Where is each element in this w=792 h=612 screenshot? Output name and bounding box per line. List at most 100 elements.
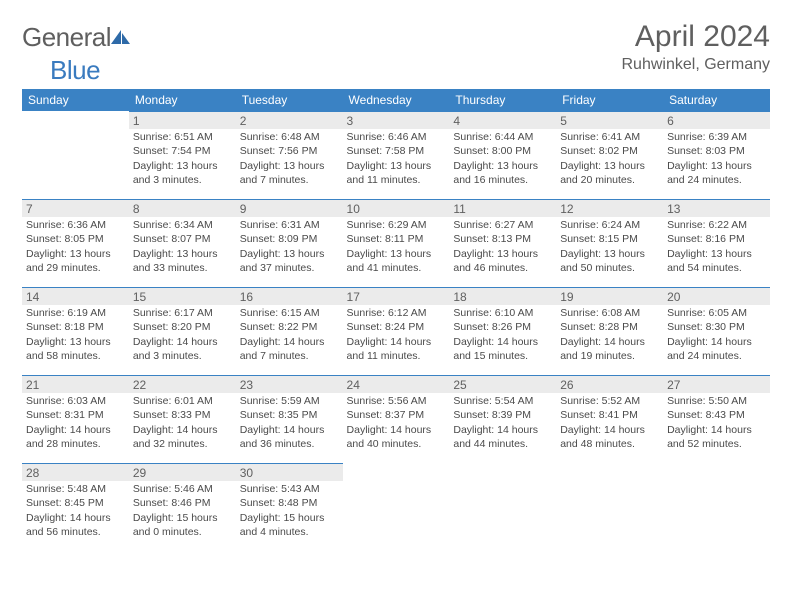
calendar-day-cell: 28Sunrise: 5:48 AMSunset: 8:45 PMDayligh… xyxy=(22,463,129,551)
day-details: Sunrise: 5:52 AMSunset: 8:41 PMDaylight:… xyxy=(556,393,663,451)
daylight-line-2: and 3 minutes. xyxy=(133,173,232,187)
daylight-line-1: Daylight: 14 hours xyxy=(240,423,339,437)
daylight-line-2: and 28 minutes. xyxy=(26,437,125,451)
daylight-line-2: and 20 minutes. xyxy=(560,173,659,187)
day-number: 13 xyxy=(663,199,770,217)
daylight-line-1: Daylight: 14 hours xyxy=(667,423,766,437)
daylight-line-1: Daylight: 15 hours xyxy=(240,511,339,525)
daylight-line-2: and 7 minutes. xyxy=(240,349,339,363)
daylight-line-1: Daylight: 13 hours xyxy=(560,159,659,173)
sunrise-line: Sunrise: 6:15 AM xyxy=(240,306,339,320)
day-number: 30 xyxy=(236,463,343,481)
calendar-day-cell: 20Sunrise: 6:05 AMSunset: 8:30 PMDayligh… xyxy=(663,287,770,375)
sunrise-line: Sunrise: 6:03 AM xyxy=(26,394,125,408)
sunrise-line: Sunrise: 6:17 AM xyxy=(133,306,232,320)
daylight-line-1: Daylight: 13 hours xyxy=(26,335,125,349)
calendar-week-row: 14Sunrise: 6:19 AMSunset: 8:18 PMDayligh… xyxy=(22,287,770,375)
sunrise-line: Sunrise: 6:36 AM xyxy=(26,218,125,232)
calendar-day-cell xyxy=(22,111,129,199)
sunset-line: Sunset: 8:43 PM xyxy=(667,408,766,422)
day-number: 2 xyxy=(236,111,343,129)
day-details: Sunrise: 6:36 AMSunset: 8:05 PMDaylight:… xyxy=(22,217,129,275)
header: GeneralBlue April 2024 Ruhwinkel, German… xyxy=(22,20,770,81)
daylight-line-1: Daylight: 14 hours xyxy=(133,335,232,349)
sunset-line: Sunset: 8:45 PM xyxy=(26,496,125,510)
day-details: Sunrise: 6:10 AMSunset: 8:26 PMDaylight:… xyxy=(449,305,556,363)
day-number: 23 xyxy=(236,375,343,393)
daylight-line-1: Daylight: 14 hours xyxy=(347,423,446,437)
calendar-day-cell: 25Sunrise: 5:54 AMSunset: 8:39 PMDayligh… xyxy=(449,375,556,463)
daylight-line-1: Daylight: 14 hours xyxy=(133,423,232,437)
daylight-line-1: Daylight: 13 hours xyxy=(240,247,339,261)
calendar-day-cell: 1Sunrise: 6:51 AMSunset: 7:54 PMDaylight… xyxy=(129,111,236,199)
daylight-line-1: Daylight: 15 hours xyxy=(133,511,232,525)
location: Ruhwinkel, Germany xyxy=(622,56,771,74)
calendar-day-cell: 14Sunrise: 6:19 AMSunset: 8:18 PMDayligh… xyxy=(22,287,129,375)
sunset-line: Sunset: 8:35 PM xyxy=(240,408,339,422)
sunrise-line: Sunrise: 6:44 AM xyxy=(453,130,552,144)
sunset-line: Sunset: 8:16 PM xyxy=(667,232,766,246)
sunset-line: Sunset: 7:58 PM xyxy=(347,144,446,158)
sunrise-line: Sunrise: 6:46 AM xyxy=(347,130,446,144)
sunrise-line: Sunrise: 6:19 AM xyxy=(26,306,125,320)
daylight-line-1: Daylight: 13 hours xyxy=(667,159,766,173)
daylight-line-1: Daylight: 13 hours xyxy=(453,247,552,261)
day-details: Sunrise: 5:48 AMSunset: 8:45 PMDaylight:… xyxy=(22,481,129,539)
daylight-line-1: Daylight: 14 hours xyxy=(560,335,659,349)
calendar-day-cell: 9Sunrise: 6:31 AMSunset: 8:09 PMDaylight… xyxy=(236,199,343,287)
day-details: Sunrise: 6:08 AMSunset: 8:28 PMDaylight:… xyxy=(556,305,663,363)
daylight-line-2: and 40 minutes. xyxy=(347,437,446,451)
daylight-line-2: and 15 minutes. xyxy=(453,349,552,363)
daylight-line-2: and 19 minutes. xyxy=(560,349,659,363)
calendar-day-cell xyxy=(663,463,770,551)
daylight-line-2: and 48 minutes. xyxy=(560,437,659,451)
day-details: Sunrise: 6:46 AMSunset: 7:58 PMDaylight:… xyxy=(343,129,450,187)
day-number: 14 xyxy=(22,287,129,305)
day-number: 4 xyxy=(449,111,556,129)
sunrise-line: Sunrise: 6:08 AM xyxy=(560,306,659,320)
calendar-day-cell xyxy=(556,463,663,551)
day-number: 3 xyxy=(343,111,450,129)
logo: GeneralBlue xyxy=(22,20,131,81)
daylight-line-2: and 11 minutes. xyxy=(347,349,446,363)
day-header: Saturday xyxy=(663,89,770,111)
daylight-line-2: and 4 minutes. xyxy=(240,525,339,539)
day-number: 9 xyxy=(236,199,343,217)
daylight-line-2: and 3 minutes. xyxy=(133,349,232,363)
day-header: Friday xyxy=(556,89,663,111)
day-details: Sunrise: 6:48 AMSunset: 7:56 PMDaylight:… xyxy=(236,129,343,187)
daylight-line-1: Daylight: 13 hours xyxy=(133,159,232,173)
sunrise-line: Sunrise: 6:34 AM xyxy=(133,218,232,232)
day-header: Monday xyxy=(129,89,236,111)
sunrise-line: Sunrise: 5:59 AM xyxy=(240,394,339,408)
calendar-day-cell: 30Sunrise: 5:43 AMSunset: 8:48 PMDayligh… xyxy=(236,463,343,551)
logo-text-blue: Blue xyxy=(50,59,100,81)
day-details: Sunrise: 6:12 AMSunset: 8:24 PMDaylight:… xyxy=(343,305,450,363)
sunset-line: Sunset: 8:07 PM xyxy=(133,232,232,246)
sunset-line: Sunset: 8:05 PM xyxy=(26,232,125,246)
calendar-body: 1Sunrise: 6:51 AMSunset: 7:54 PMDaylight… xyxy=(22,111,770,551)
month-title: April 2024 xyxy=(622,20,771,54)
empty-day xyxy=(343,463,450,481)
calendar-day-cell: 5Sunrise: 6:41 AMSunset: 8:02 PMDaylight… xyxy=(556,111,663,199)
sunrise-line: Sunrise: 6:41 AM xyxy=(560,130,659,144)
daylight-line-2: and 58 minutes. xyxy=(26,349,125,363)
sunrise-line: Sunrise: 5:43 AM xyxy=(240,482,339,496)
daylight-line-2: and 32 minutes. xyxy=(133,437,232,451)
calendar-day-cell: 22Sunrise: 6:01 AMSunset: 8:33 PMDayligh… xyxy=(129,375,236,463)
sunset-line: Sunset: 8:02 PM xyxy=(560,144,659,158)
daylight-line-2: and 24 minutes. xyxy=(667,173,766,187)
day-details: Sunrise: 6:01 AMSunset: 8:33 PMDaylight:… xyxy=(129,393,236,451)
calendar-day-cell: 16Sunrise: 6:15 AMSunset: 8:22 PMDayligh… xyxy=(236,287,343,375)
sunset-line: Sunset: 8:20 PM xyxy=(133,320,232,334)
day-number: 12 xyxy=(556,199,663,217)
sunset-line: Sunset: 8:13 PM xyxy=(453,232,552,246)
daylight-line-1: Daylight: 13 hours xyxy=(26,247,125,261)
day-header: Wednesday xyxy=(343,89,450,111)
sunset-line: Sunset: 8:37 PM xyxy=(347,408,446,422)
daylight-line-2: and 7 minutes. xyxy=(240,173,339,187)
sunset-line: Sunset: 8:24 PM xyxy=(347,320,446,334)
sunrise-line: Sunrise: 6:48 AM xyxy=(240,130,339,144)
sunrise-line: Sunrise: 6:22 AM xyxy=(667,218,766,232)
day-number: 8 xyxy=(129,199,236,217)
